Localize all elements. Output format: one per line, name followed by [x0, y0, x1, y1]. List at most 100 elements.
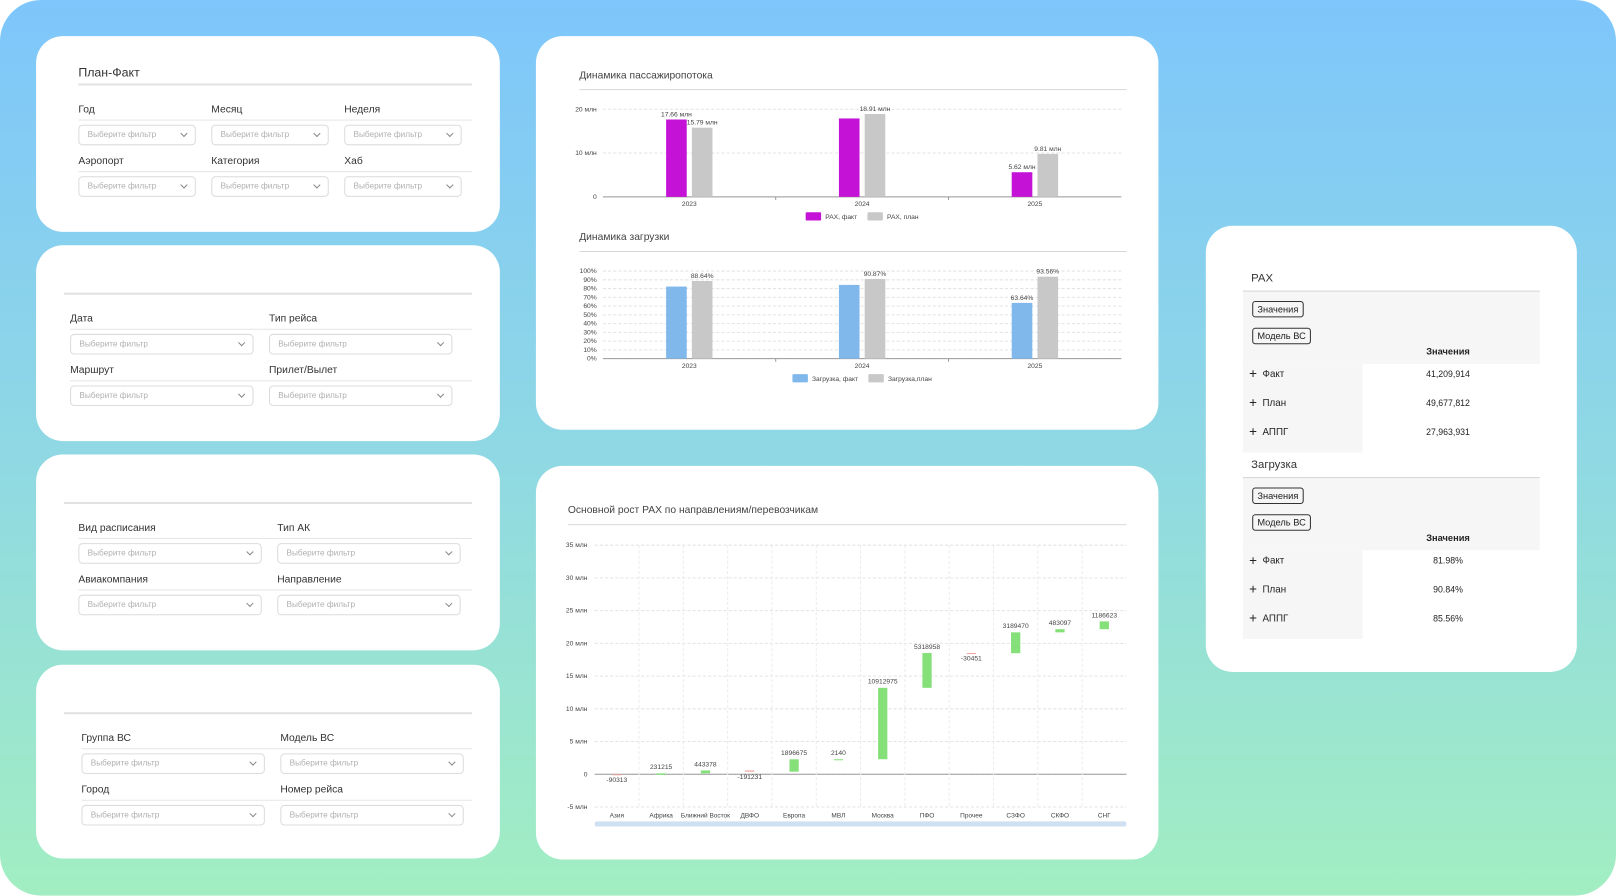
field-label: Месяц — [211, 104, 243, 116]
y-tick-label: 90% — [583, 277, 596, 284]
row-value: 81.98% — [1433, 555, 1463, 566]
value-label: 93.56% — [1036, 269, 1059, 276]
expand-icon[interactable]: + — [1249, 581, 1257, 597]
expand-icon[interactable]: + — [1249, 423, 1257, 440]
value-label: 5318958 — [914, 644, 940, 651]
filter-dropdown[interactable]: Выберите фильтр — [81, 804, 265, 826]
dimension-button[interactable]: Модель ВС — [1252, 514, 1311, 531]
dropdown-placeholder: Выберите фильтр — [220, 181, 290, 191]
field-label: Категория — [211, 155, 260, 167]
waterfall-bar — [612, 774, 622, 776]
legend-label: Загрузка,план — [888, 376, 932, 383]
filter-dropdown[interactable]: Выберите фильтр — [268, 385, 453, 407]
waterfall-bar — [700, 770, 711, 774]
filter-panel: Дата Выберите фильтр Тип рейса Выберите фил… — [36, 245, 500, 442]
field-label: Группа ВС — [81, 732, 131, 745]
value-label: 443378 — [694, 761, 717, 768]
x-tick-label: СНГ — [1098, 812, 1111, 819]
value-label: 9.81 млн — [1034, 146, 1061, 153]
value-label: 90.87% — [864, 271, 887, 278]
column-header: Значения — [1426, 346, 1470, 357]
x-tick-label: МВЛ — [831, 812, 845, 819]
y-tick-label: 20% — [583, 338, 596, 345]
filter-dropdown[interactable]: Выберите фильтр — [78, 594, 262, 616]
filter-dropdown[interactable]: Выберите фильтр — [78, 176, 196, 197]
dimension-button[interactable]: Значения — [1252, 487, 1304, 504]
x-tick-label: 2023 — [682, 363, 697, 370]
legend-swatch — [868, 374, 884, 383]
expand-icon[interactable]: + — [1249, 365, 1257, 382]
bar — [864, 279, 886, 359]
filter-dropdown[interactable]: Выберите фильтр — [277, 594, 461, 616]
row-divider — [81, 799, 473, 801]
filter-dropdown[interactable]: Выберите фильтр — [344, 124, 462, 146]
value-label: 3189470 — [1003, 623, 1029, 630]
filter-dropdown[interactable]: Выберите фильтр — [280, 753, 464, 774]
y-tick-label: 25 млн — [566, 608, 588, 615]
dropdown-chevron — [238, 339, 246, 347]
dropdown-chevron — [246, 599, 254, 608]
row-divider — [70, 328, 473, 330]
y-tick-label: 60% — [583, 303, 596, 310]
filter-dropdown[interactable]: Выберите фильтр — [280, 804, 464, 826]
dropdown-chevron — [436, 339, 445, 347]
filter-dropdown[interactable]: Выберите фильтр — [211, 176, 329, 197]
field-label: Маршрут — [70, 364, 115, 377]
value-label: 15.79 млн — [687, 120, 718, 127]
legend-swatch — [792, 374, 808, 383]
filter-dropdown[interactable]: Выберите фильтр — [211, 124, 329, 146]
scrollbar — [594, 821, 1127, 827]
dimension-button[interactable]: Модель ВС — [1252, 327, 1311, 345]
field-label: Хаб — [344, 155, 363, 167]
value-label: 2140 — [831, 750, 846, 757]
x-tick-label: 2023 — [682, 201, 697, 208]
expand-icon[interactable]: + — [1249, 552, 1257, 568]
y-tick-label: 0 — [584, 771, 588, 778]
row-header-background — [1242, 363, 1363, 453]
waterfall-bar — [1099, 621, 1109, 630]
row-value: 41,209,914 — [1426, 368, 1470, 380]
filter-dropdown[interactable]: Выберите фильтр — [344, 176, 462, 197]
y-tick-label: -5 млн — [567, 804, 587, 811]
filter-dropdown[interactable]: Выберите фильтр — [268, 333, 453, 355]
filter-dropdown[interactable]: Выберите фильтр — [70, 333, 254, 355]
dropdown-chevron — [448, 810, 456, 818]
field-label: Вид расписания — [78, 522, 156, 534]
expand-icon[interactable]: + — [1249, 610, 1257, 626]
legend-swatch — [867, 212, 883, 221]
expand-icon[interactable]: + — [1249, 394, 1257, 411]
y-tick-label: 35 млн — [566, 542, 588, 549]
dropdown-chevron — [313, 129, 321, 138]
chart: Динамика пассажиропотока 0 10 млн 20 млн 202… — [575, 70, 1127, 383]
waterfall-bar — [878, 687, 888, 760]
y-tick-label: 20 млн — [575, 106, 597, 113]
row-value: 49,677,812 — [1426, 397, 1470, 409]
filter-dropdown[interactable]: Выберите фильтр — [277, 543, 461, 564]
dropdown-chevron — [445, 599, 453, 608]
dropdown-placeholder: Выберите фильтр — [353, 129, 423, 140]
x-tick-label: 2025 — [1027, 201, 1042, 208]
dropdown-placeholder: Выберите фильтр — [90, 758, 160, 768]
column-header: Значения — [1426, 532, 1470, 544]
field-label: Тип рейса — [268, 313, 318, 325]
x-tick-label: СКФО — [1051, 812, 1069, 819]
dropdown-placeholder: Выберите фильтр — [286, 599, 356, 610]
dropdown-placeholder: Выберите фильтр — [220, 129, 290, 140]
bar — [838, 284, 860, 359]
filter-dropdown[interactable]: Выберите фильтр — [81, 753, 265, 774]
legend-label: Загрузка, факт — [812, 376, 858, 383]
row-label: План — [1262, 397, 1287, 410]
filter-dropdown[interactable]: Выберите фильтр — [78, 543, 262, 564]
x-tick-label: СЗФО — [1006, 812, 1024, 819]
filter-dropdown[interactable]: Выберите фильтр — [70, 385, 254, 407]
x-tick-label: ПФО — [920, 812, 935, 819]
waterfall-bar — [1011, 632, 1021, 654]
dimension-button[interactable]: Значения — [1252, 300, 1304, 318]
dropdown-placeholder: Выберите фильтр — [286, 548, 356, 558]
y-tick-label: 5 млн — [570, 739, 588, 746]
x-tick-label: Ближний Восток — [681, 811, 730, 819]
dropdown-placeholder: Выберите фильтр — [87, 548, 157, 558]
filter-dropdown[interactable]: Выберите фильтр — [78, 124, 196, 146]
dropdown-chevron — [246, 548, 254, 556]
